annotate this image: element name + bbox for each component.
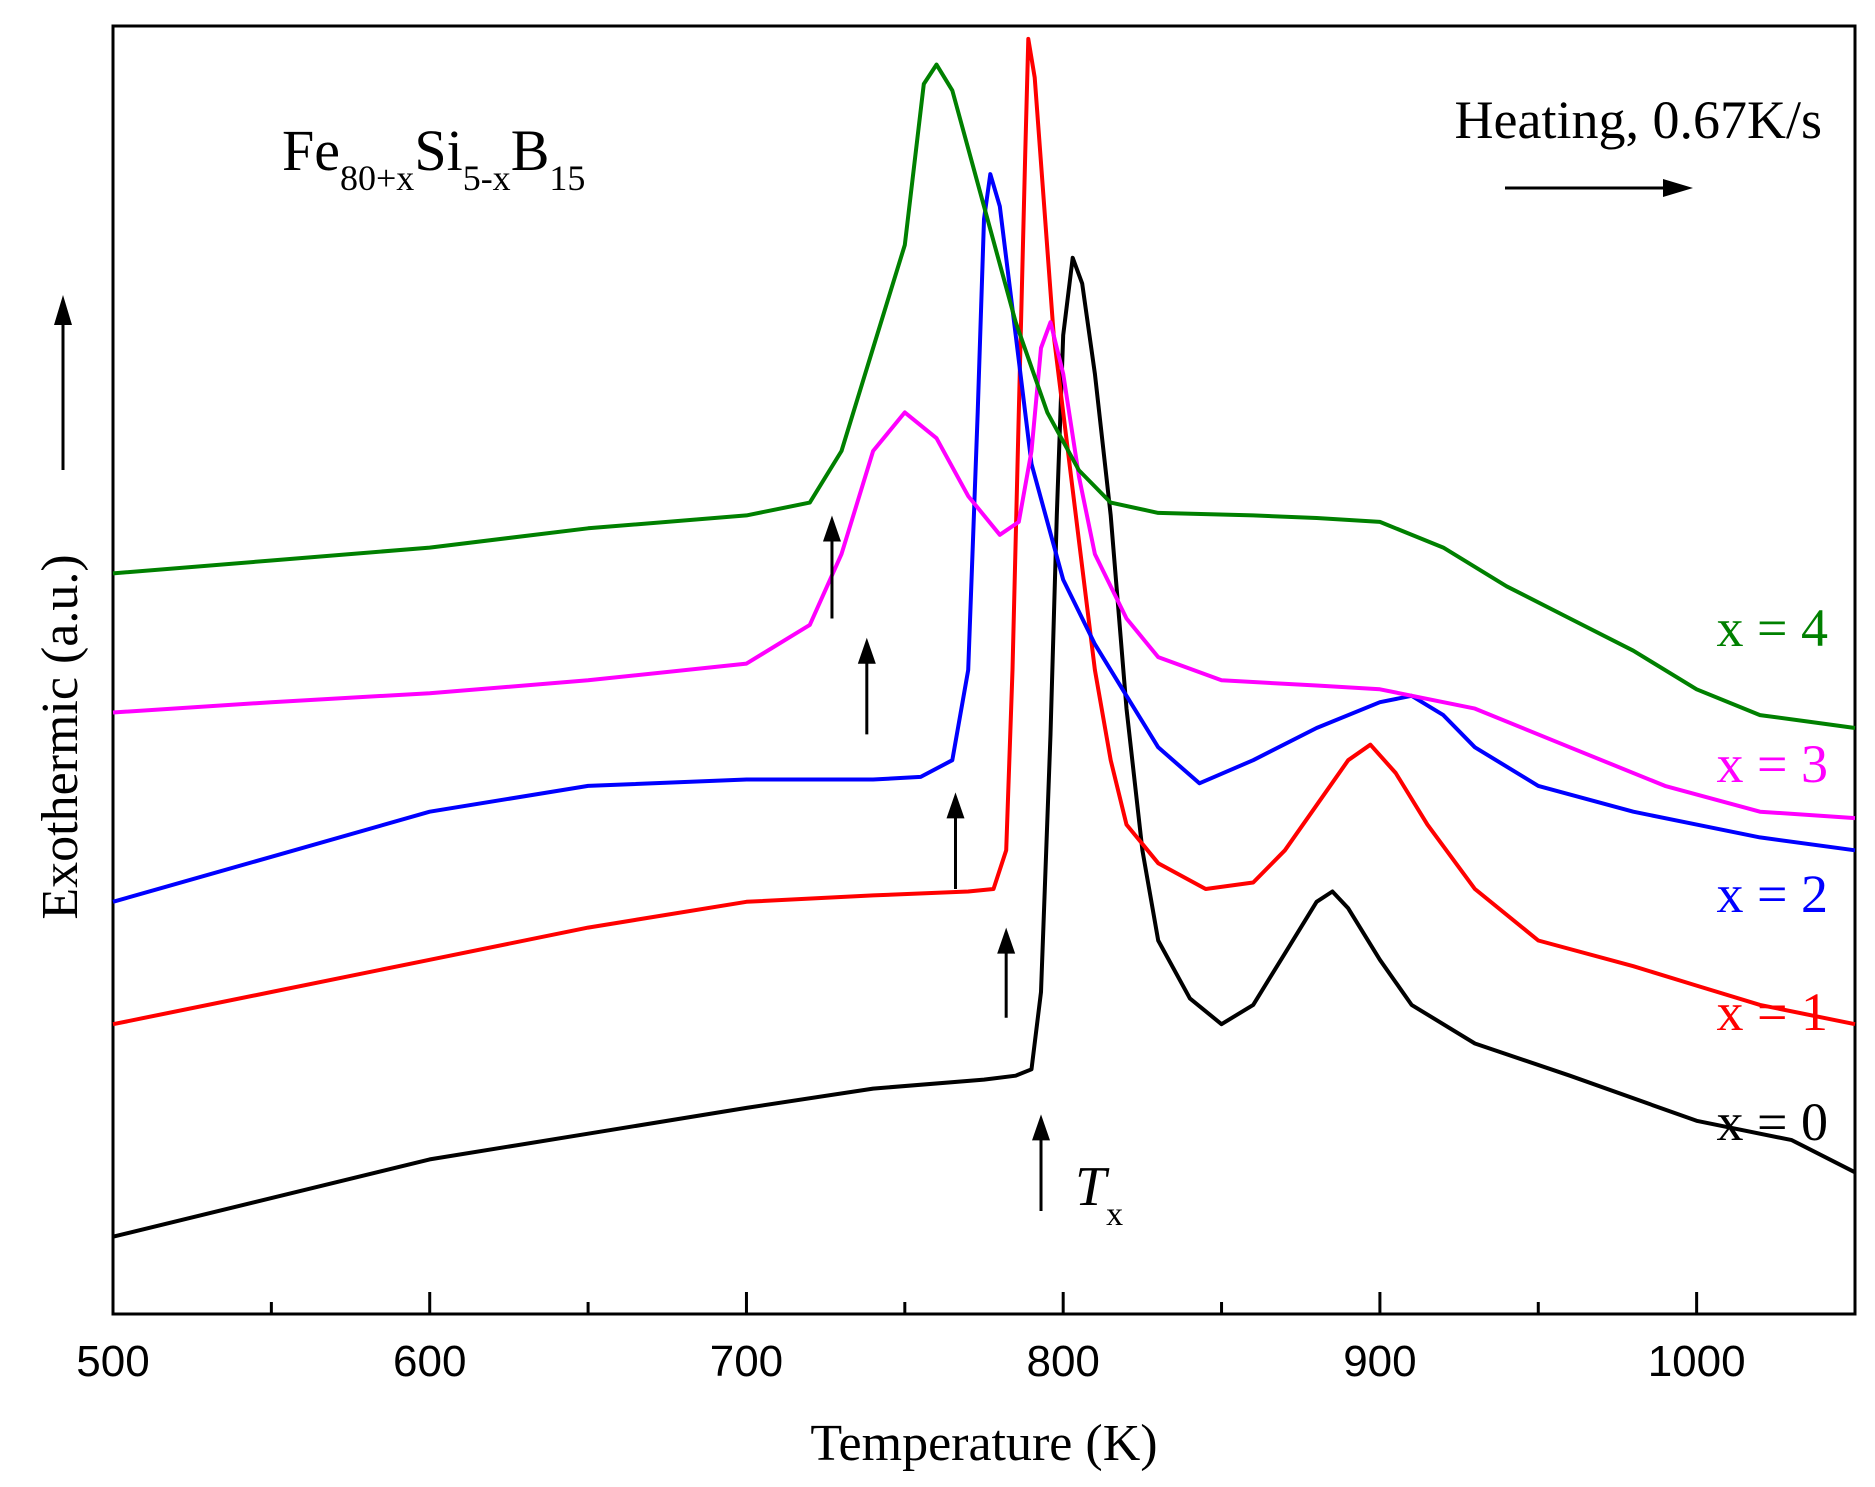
x-tick-label: 800	[1026, 1337, 1099, 1386]
heating-arrow-icon	[1505, 179, 1693, 197]
tx-arrow-icon	[857, 637, 876, 735]
x-tick-label: 500	[76, 1337, 149, 1386]
tx-arrow-icon	[946, 792, 965, 889]
composition-sub-fe: 80+x	[340, 158, 414, 198]
heating-rate-label: Heating, 0.67K/s	[1455, 90, 1822, 150]
composition-element-b: B	[511, 118, 550, 183]
series-label-x2: x = 2	[1717, 864, 1828, 924]
series-label-x4: x = 4	[1717, 598, 1828, 658]
tx-arrow-icon	[1032, 1114, 1051, 1211]
tx-annotation-main: T	[1075, 1156, 1110, 1218]
series-line-x2	[112, 172, 1856, 904]
x-axis-tick-labels: 500 600 700 800 900 1000	[76, 1337, 1745, 1386]
x-tick-label: 600	[393, 1337, 466, 1386]
series-line-x4	[112, 62, 1856, 730]
y-axis-title: Exothermic (a.u.)	[32, 554, 89, 919]
series-labels: x = 4 x = 3 x = 2 x = 1 x = 0	[1717, 598, 1828, 1152]
series-label-x0: x = 0	[1717, 1092, 1828, 1152]
composition-element-fe: Fe	[282, 118, 340, 183]
composition-element-si: Si	[414, 118, 462, 183]
series-line-x1	[112, 36, 1856, 1027]
y-axis-arrow-icon	[54, 295, 72, 470]
series-label-x3: x = 3	[1717, 734, 1828, 794]
series-label-x1: x = 1	[1717, 982, 1828, 1042]
tx-markers	[822, 515, 1051, 1211]
x-axis-title: Temperature (K)	[810, 1415, 1157, 1472]
series-line-x0	[112, 255, 1856, 1239]
composition-formula: Fe80+xSi5-xB15	[282, 118, 585, 198]
tx-arrow-icon	[822, 515, 841, 619]
composition-sub-si: 5-x	[463, 158, 511, 198]
tx-annotation: Tx	[1075, 1156, 1123, 1233]
x-tick-label: 900	[1343, 1337, 1416, 1386]
x-axis-ticks	[111, 1292, 1699, 1314]
series-lines	[112, 36, 1856, 1239]
tx-arrow-icon	[997, 927, 1016, 1018]
tx-annotation-sub: x	[1106, 1196, 1123, 1233]
plot-frame	[111, 24, 1857, 1316]
series-line-x3	[112, 320, 1856, 821]
x-tick-label: 700	[710, 1337, 783, 1386]
composition-sub-b: 15	[549, 158, 585, 198]
x-tick-label: 1000	[1648, 1337, 1746, 1386]
